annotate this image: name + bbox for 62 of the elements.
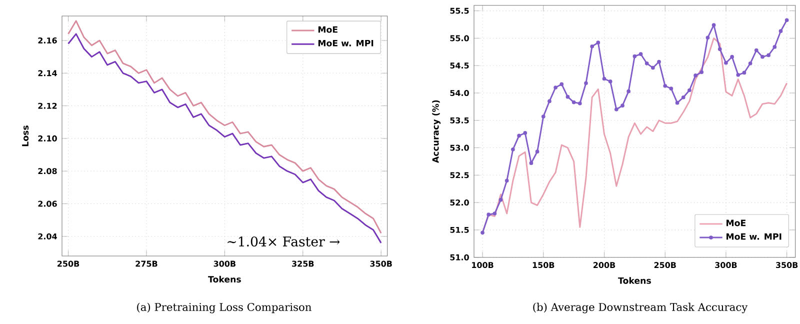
point — [614, 108, 618, 112]
point — [712, 23, 716, 27]
point — [754, 48, 758, 52]
point — [620, 104, 624, 108]
point — [554, 86, 558, 90]
point — [688, 88, 692, 92]
annotation: ~1.04× Faster → — [228, 236, 340, 247]
point — [748, 61, 752, 66]
point — [675, 100, 680, 105]
point — [572, 100, 576, 104]
point — [578, 101, 582, 106]
point — [706, 36, 710, 40]
point — [626, 89, 631, 94]
point — [730, 54, 734, 59]
point — [486, 212, 491, 217]
point — [651, 66, 655, 70]
point — [596, 40, 600, 45]
x-axis-title: Tokens — [208, 276, 241, 283]
point — [517, 134, 521, 138]
point — [566, 94, 570, 99]
point — [535, 150, 540, 154]
point — [772, 45, 777, 49]
point — [529, 161, 534, 166]
point — [632, 54, 637, 58]
point — [480, 230, 484, 235]
point — [608, 80, 612, 84]
point — [504, 178, 509, 183]
point — [492, 212, 497, 216]
point — [584, 81, 588, 86]
point — [657, 60, 661, 64]
point — [541, 114, 546, 118]
point — [742, 70, 746, 75]
y-axis-title: Loss — [22, 126, 29, 146]
point — [700, 70, 704, 74]
point — [766, 53, 770, 58]
point — [736, 72, 740, 77]
point — [511, 147, 515, 152]
point — [663, 84, 668, 88]
point — [784, 18, 789, 22]
point — [548, 99, 552, 104]
point — [638, 52, 643, 56]
point — [560, 82, 564, 86]
point — [523, 131, 528, 135]
point — [602, 76, 606, 81]
y-axis-title: Accuracy (%) — [432, 100, 441, 164]
legend-label: MoE w. MPI — [726, 233, 782, 240]
point — [681, 95, 686, 100]
x-axis-title: Tokens — [618, 277, 651, 284]
point — [498, 198, 503, 202]
point — [644, 61, 649, 66]
legend-label: MoE — [318, 26, 338, 33]
point — [694, 74, 698, 78]
point — [778, 29, 783, 34]
point — [718, 47, 722, 52]
point — [669, 86, 674, 91]
point — [590, 44, 594, 48]
legend-label: MoE — [726, 220, 746, 226]
point — [760, 54, 764, 59]
legend-label: MoE w. MPI — [318, 40, 374, 46]
text: (a) Pretraining Loss Comparison — [137, 302, 312, 314]
point — [724, 60, 728, 65]
text: (b) Average Downstream Task Accuracy — [533, 302, 748, 314]
